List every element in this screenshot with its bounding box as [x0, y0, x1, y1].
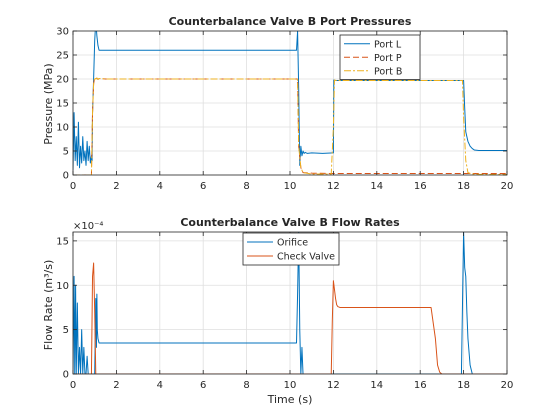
x-tick-label: 16	[414, 181, 427, 192]
y-tick-label: 0	[63, 171, 69, 182]
legend-label: Check Valve	[277, 252, 335, 263]
series-group	[73, 232, 507, 374]
x-tick-label: 8	[243, 380, 249, 391]
x-tick-label: 2	[113, 380, 119, 391]
x-tick-label: 0	[70, 181, 76, 192]
x-tick-label: 18	[457, 380, 470, 391]
y-tick-label: 10	[56, 281, 69, 292]
flow-x-axis-label: Time (s)	[267, 393, 313, 406]
x-tick-label: 4	[157, 380, 163, 391]
y-tick-label: 5	[63, 147, 69, 158]
x-tick-label: 12	[327, 380, 340, 391]
pressure-chart: Counterbalance Valve B Port Pressures 0 2…	[42, 15, 513, 192]
x-tick-label: 20	[501, 181, 514, 192]
flow-y-axis-label: Flow Rate (m³/s)	[42, 260, 55, 350]
x-tick-label: 12	[327, 181, 340, 192]
flow-chart-title: Counterbalance Valve B Flow Rates	[180, 216, 400, 229]
y-tick-label: 15	[56, 236, 69, 247]
x-tick-label: 6	[200, 181, 206, 192]
x-tick-label: 20	[501, 380, 514, 391]
pressure-legend: Port L Port P Port B	[339, 34, 421, 80]
pressure-plot-area: 0 2 4 6 8 10 12 14 16 18 20 0 5 10 15 20 25 30	[56, 27, 514, 193]
x-tick-label: 2	[113, 181, 119, 192]
legend-label: Port B	[374, 66, 402, 77]
series-line-check-valve	[73, 262, 507, 374]
x-tick-label: 10	[284, 181, 297, 192]
x-tick-label: 14	[370, 181, 383, 192]
pressure-chart-title: Counterbalance Valve B Port Pressures	[169, 15, 412, 28]
x-tick-label: 16	[414, 380, 427, 391]
y-tick-label: 20	[56, 75, 69, 86]
x-tick-label: 6	[200, 380, 206, 391]
y-tick-label: 0	[63, 370, 69, 381]
y-tick-label: 15	[56, 99, 69, 110]
x-tick-label: 18	[457, 181, 470, 192]
flow-y-exponent: ×10⁻⁴	[73, 221, 103, 232]
series-group	[73, 31, 507, 175]
legend-label: Port P	[374, 53, 402, 64]
flow-legend: Orifice Check Valve	[242, 232, 340, 266]
y-tick-label: 5	[63, 325, 69, 336]
pressure-y-axis-label: Pressure (MPa)	[42, 63, 55, 144]
x-tick-label: 0	[70, 380, 76, 391]
series-line-port-b	[73, 77, 507, 175]
legend-box	[242, 232, 340, 266]
legend-label: Port L	[374, 39, 402, 50]
legend-label: Orifice	[277, 238, 308, 249]
x-tick-label: 8	[243, 181, 249, 192]
y-tick-label: 25	[56, 51, 69, 62]
x-tick-label: 14	[370, 380, 383, 391]
series-line-orifice	[73, 232, 507, 374]
y-tick-label: 30	[56, 27, 69, 38]
x-tick-label: 10	[284, 380, 297, 391]
x-tick-label: 4	[157, 181, 163, 192]
flow-chart: Counterbalance Valve B Flow Rates ×10⁻⁴ …	[42, 216, 513, 406]
y-tick-label: 10	[56, 123, 69, 134]
